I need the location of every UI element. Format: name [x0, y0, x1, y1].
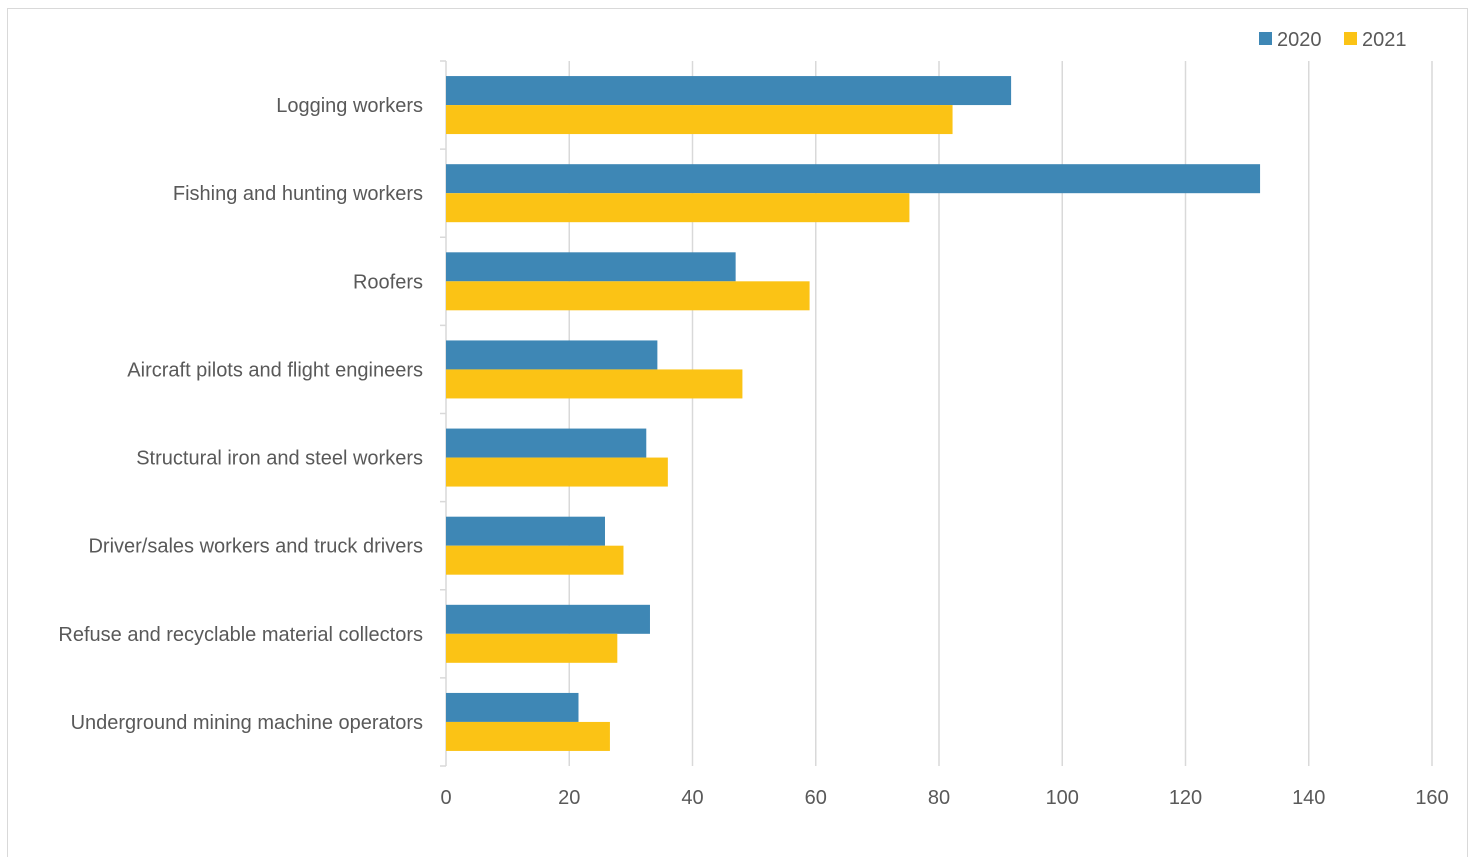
bar-2020-structural-iron-and-steel-workers: [446, 428, 647, 458]
x-tick-label-20: 20: [558, 787, 580, 809]
x-tick-label-120: 120: [1169, 787, 1202, 809]
bar-2021-driver-sales-workers-and-truck-drivers: [446, 545, 624, 575]
bar-2021-aircraft-pilots-and-flight-engineers: [446, 369, 743, 399]
bar-2021-fishing-and-hunting-workers: [446, 193, 910, 223]
bar-2021-logging-workers: [446, 105, 953, 135]
legend-swatch-2020: [1259, 32, 1272, 45]
bar-2020-fishing-and-hunting-workers: [446, 164, 1261, 194]
bar-2021-roofers: [446, 281, 810, 311]
bar-2020-underground-mining-machine-operators: [446, 692, 579, 722]
x-tick-label-60: 60: [805, 787, 827, 809]
x-tick-label-160: 160: [1415, 787, 1448, 809]
category-labels: Logging workers Fishing and hunting worke…: [58, 95, 423, 734]
bar-2020-driver-sales-workers-and-truck-drivers: [446, 516, 605, 546]
x-tick-labels: 0 20 40 60 80 100 120 140 160: [440, 787, 1448, 809]
legend-swatch-2021: [1344, 32, 1357, 45]
category-label: Refuse and recyclable material collector…: [58, 624, 423, 646]
category-label: Fishing and hunting workers: [173, 183, 423, 205]
bar-2020-logging-workers: [446, 76, 1012, 106]
x-tick-label-0: 0: [440, 787, 451, 809]
bar-2020-aircraft-pilots-and-flight-engineers: [446, 340, 658, 370]
category-label: Aircraft pilots and flight engineers: [127, 359, 423, 381]
bar-2021-refuse-and-recyclable-material-collectors: [446, 633, 618, 663]
category-label: Logging workers: [276, 95, 423, 117]
x-tick-label-100: 100: [1046, 787, 1079, 809]
bar-2020-refuse-and-recyclable-material-collectors: [446, 604, 650, 634]
y-axis: [440, 60, 447, 767]
x-tick-label-40: 40: [681, 787, 703, 809]
bar-2020-roofers: [446, 252, 736, 282]
category-label: Underground mining machine operators: [71, 712, 423, 734]
bar-2021-underground-mining-machine-operators: [446, 721, 610, 751]
category-label: Driver/sales workers and truck drivers: [88, 536, 423, 558]
category-label: Structural iron and steel workers: [136, 448, 423, 470]
bar-2021-structural-iron-and-steel-workers: [446, 457, 668, 487]
category-label: Roofers: [353, 271, 423, 293]
x-tick-label-80: 80: [928, 787, 950, 809]
chart-frame: [7, 8, 1468, 857]
legend: 2020 2021: [1259, 29, 1407, 51]
legend-label-2021: 2021: [1362, 29, 1407, 51]
bars: [446, 76, 1261, 751]
legend-label-2020: 2020: [1277, 29, 1322, 51]
x-tick-label-140: 140: [1292, 787, 1325, 809]
